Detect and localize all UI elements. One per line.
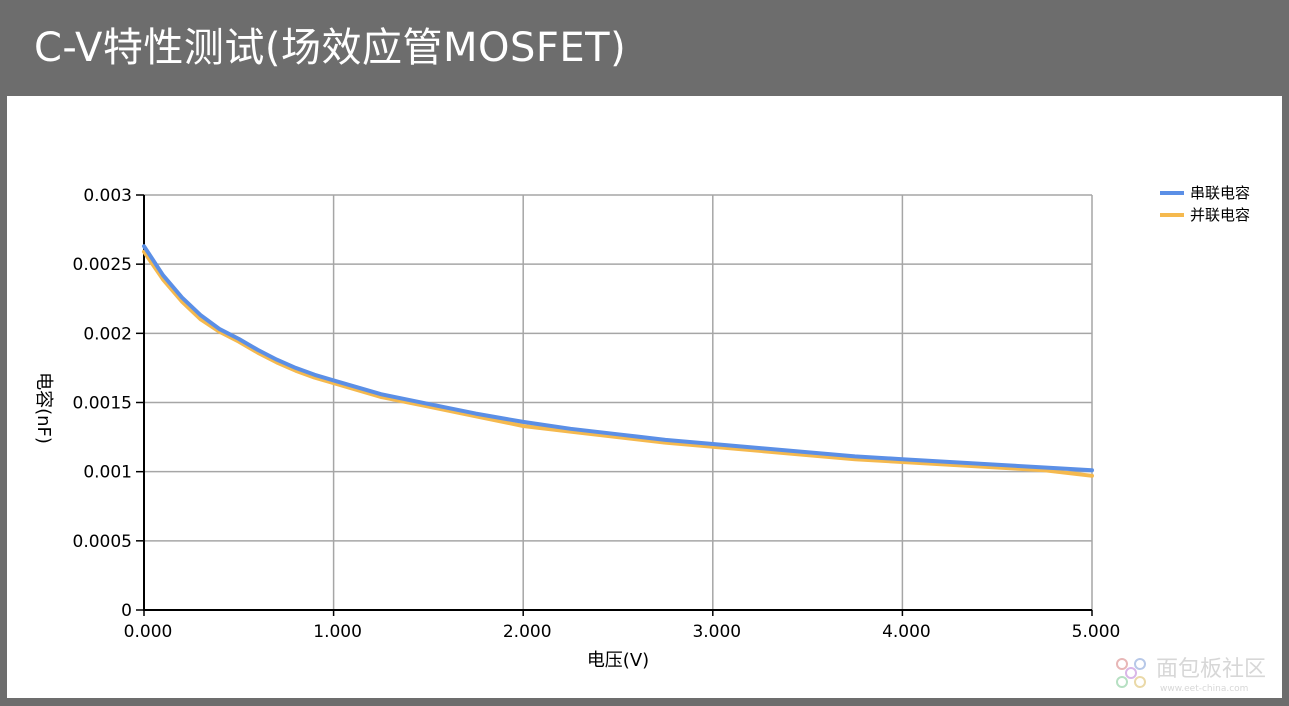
x-tick-label: 4.000 bbox=[882, 622, 931, 642]
y-tick-label: 0.0005 bbox=[73, 532, 132, 552]
y-tick-label: 0.001 bbox=[83, 463, 132, 483]
y-tick-label: 0.0015 bbox=[73, 394, 132, 414]
title-bar: C-V特性测试(场效应管MOSFET) bbox=[0, 0, 1289, 96]
watermark-logo-icon bbox=[1116, 658, 1146, 688]
x-tick-label: 2.000 bbox=[503, 622, 552, 642]
axes bbox=[136, 194, 1093, 616]
series-line-2 bbox=[142, 249, 1094, 478]
grid-lines bbox=[143, 194, 1093, 611]
x-axis-title: 电压(V) bbox=[587, 650, 649, 671]
y-tick-label: 0.003 bbox=[83, 186, 132, 206]
watermark-sub: www.eet-china.com bbox=[1160, 684, 1248, 694]
y-axis-title: 电容(nF) bbox=[33, 372, 54, 444]
x-tick-label: 1.000 bbox=[313, 622, 362, 642]
y-tick-label: 0.0025 bbox=[73, 255, 132, 275]
legend-label: 并联电容 bbox=[1190, 206, 1250, 224]
x-tick-label: 5.000 bbox=[1072, 622, 1121, 642]
series-line-1 bbox=[142, 244, 1094, 473]
series-lines bbox=[142, 244, 1094, 478]
page-title: C-V特性测试(场效应管MOSFET) bbox=[34, 25, 627, 71]
watermark: 面包板社区 www.eet-china.com bbox=[1116, 657, 1266, 694]
x-tick-label: 3.000 bbox=[692, 622, 741, 642]
x-tick-label: 0.000 bbox=[124, 622, 173, 642]
y-tick-label: 0.002 bbox=[83, 324, 132, 344]
tick-labels: 0.000 1.000 2.000 3.000 4.000 5.000 0 0.0005 0.0… bbox=[73, 186, 1121, 642]
chart-panel bbox=[7, 96, 1282, 698]
legend-label: 串联电容 bbox=[1190, 184, 1250, 202]
y-tick-label: 0 bbox=[121, 601, 132, 621]
watermark-text: 面包板社区 bbox=[1156, 657, 1266, 682]
